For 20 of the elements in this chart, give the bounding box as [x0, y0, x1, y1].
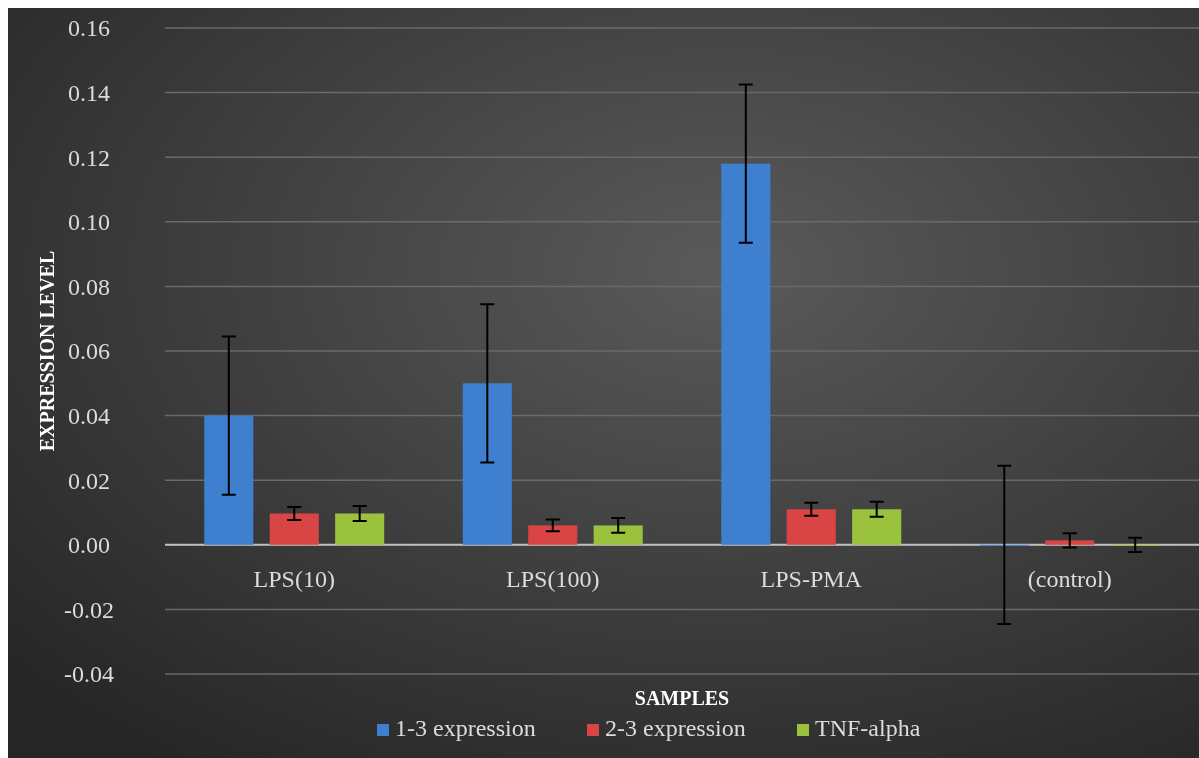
- y-tick-label: 0.12: [68, 144, 110, 171]
- legend-label: 2-3 expression: [605, 715, 746, 741]
- y-tick-label: 0.02: [68, 467, 110, 494]
- x-tick-label: LPS-PMA: [760, 565, 863, 592]
- y-tick-label: -0.04: [64, 661, 114, 688]
- x-axis-title: SAMPLES: [634, 687, 730, 709]
- y-tick-label: 0.06: [68, 338, 110, 365]
- y-tick-label: 0.14: [68, 80, 110, 106]
- y-tick-label: 0.08: [68, 273, 110, 300]
- y-tick-label: 0.10: [68, 209, 110, 236]
- y-tick-label: 0.04: [68, 403, 110, 429]
- x-tick-label: LPS(100): [506, 565, 600, 592]
- x-tick-label: LPS(10): [253, 565, 335, 592]
- y-tick-label: 0.00: [68, 532, 110, 559]
- y-tick-label: 0.16: [68, 15, 110, 42]
- legend-label: 1-3 expression: [395, 715, 536, 741]
- y-axis-title: EXPRESSION LEVEL: [36, 250, 58, 452]
- x-tick-label: (control): [1027, 565, 1112, 592]
- y-tick-label: -0.02: [64, 596, 114, 623]
- legend-label: TNF-alpha: [815, 715, 921, 741]
